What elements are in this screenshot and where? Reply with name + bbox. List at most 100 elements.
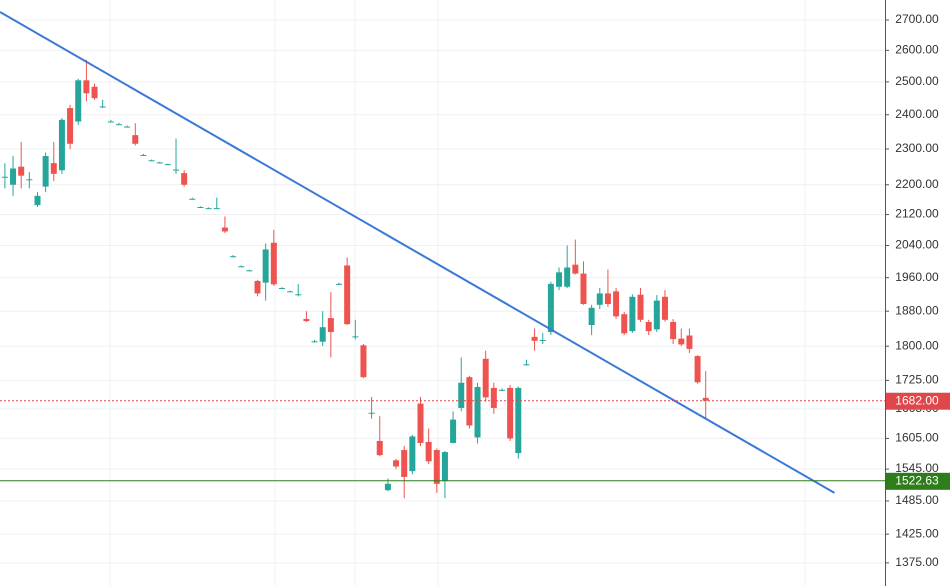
candle-body	[547, 283, 554, 333]
candle-body	[270, 242, 277, 285]
candle-body	[107, 121, 114, 123]
y-tick-label: 1800.00	[895, 338, 939, 352]
candle-body	[303, 318, 310, 322]
candle-body	[278, 288, 285, 290]
y-tick-label: 2600.00	[895, 43, 939, 57]
candle-body	[50, 163, 57, 174]
candle-body	[197, 207, 204, 209]
y-tick-label: 1545.00	[895, 461, 939, 475]
candle-body	[10, 168, 17, 185]
candle-body	[702, 397, 709, 401]
candle-body	[18, 166, 25, 176]
candle-body	[645, 321, 652, 332]
price-label: 1682.00	[895, 393, 939, 407]
candle-body	[580, 273, 587, 304]
candle-body	[474, 386, 481, 438]
candle-body	[450, 419, 457, 443]
y-tick-label: 2040.00	[895, 238, 939, 252]
candle-body	[661, 296, 668, 320]
candle-body	[352, 336, 359, 338]
candle-body	[466, 377, 473, 426]
candle-body	[254, 280, 261, 294]
candle-body	[156, 162, 163, 164]
candle-body	[507, 387, 514, 439]
candle-body	[132, 135, 139, 144]
candle-body	[441, 452, 448, 482]
candle-body	[678, 338, 685, 345]
y-tick-label: 1425.00	[895, 526, 939, 540]
y-tick-label: 2120.00	[895, 207, 939, 221]
candle-body	[458, 382, 465, 408]
price-label: 1522.63	[895, 473, 939, 487]
candle-body	[238, 266, 245, 268]
candle-body	[230, 256, 237, 258]
candle-body	[173, 169, 180, 171]
candle-body	[376, 440, 383, 456]
candle-body	[91, 86, 98, 99]
candle-body	[498, 389, 505, 391]
candle-body	[621, 314, 628, 334]
candle-body	[637, 294, 644, 320]
candle-body	[694, 356, 701, 383]
candle-body	[368, 412, 375, 414]
candle-body	[588, 307, 595, 326]
candle-body	[344, 265, 351, 325]
candle-body	[75, 80, 82, 122]
candle-body	[58, 119, 65, 171]
price-label-box	[886, 392, 950, 410]
candle-body	[384, 483, 391, 491]
candle-body	[164, 164, 171, 166]
candle-body	[181, 173, 188, 185]
candle-body	[670, 321, 677, 340]
candle-body	[311, 341, 318, 343]
trendline	[0, 11, 835, 494]
candle-body	[140, 154, 147, 156]
y-tick-label: 1960.00	[895, 270, 939, 284]
candle-body	[596, 293, 603, 305]
candle-body	[189, 198, 196, 200]
candle-body	[327, 318, 334, 333]
candle-body	[67, 108, 74, 144]
candle-body	[409, 436, 416, 472]
candle-body	[295, 294, 302, 296]
candle-body	[1, 176, 8, 178]
candle-body	[246, 270, 253, 272]
candle-body	[613, 291, 620, 317]
y-tick-label: 1375.00	[895, 555, 939, 569]
candle-body	[490, 387, 497, 408]
candle-body	[629, 296, 636, 332]
candle-body	[401, 450, 408, 477]
candle-body	[556, 272, 563, 287]
candle-body	[531, 336, 538, 341]
candle-body	[148, 160, 155, 162]
candle-body	[515, 387, 522, 454]
candle-body	[539, 339, 546, 341]
candle-body	[26, 179, 33, 181]
candle-body	[262, 249, 269, 283]
y-tick-label: 2300.00	[895, 141, 939, 155]
candle-body	[319, 327, 326, 342]
candle-body	[115, 124, 122, 126]
y-tick-label: 1880.00	[895, 303, 939, 317]
y-tick-label: 1485.00	[895, 493, 939, 507]
candle-body	[653, 300, 660, 330]
y-tick-label: 2400.00	[895, 107, 939, 121]
candle-body	[425, 441, 432, 462]
candle-body	[482, 358, 489, 398]
candle-body	[34, 195, 41, 206]
candle-body	[99, 106, 106, 108]
candle-body	[393, 460, 400, 467]
price-label-box	[886, 472, 950, 490]
candle-body	[287, 291, 294, 293]
candle-body	[686, 335, 693, 349]
vertical-grid	[109, 0, 806, 586]
candle-body	[124, 126, 131, 128]
y-tick-label: 2200.00	[895, 177, 939, 191]
candle-body	[83, 80, 90, 94]
candle-body	[205, 208, 212, 210]
candle-body	[336, 283, 343, 285]
candle-body	[221, 227, 228, 232]
candle-body	[564, 267, 571, 287]
candle-body	[572, 264, 579, 274]
